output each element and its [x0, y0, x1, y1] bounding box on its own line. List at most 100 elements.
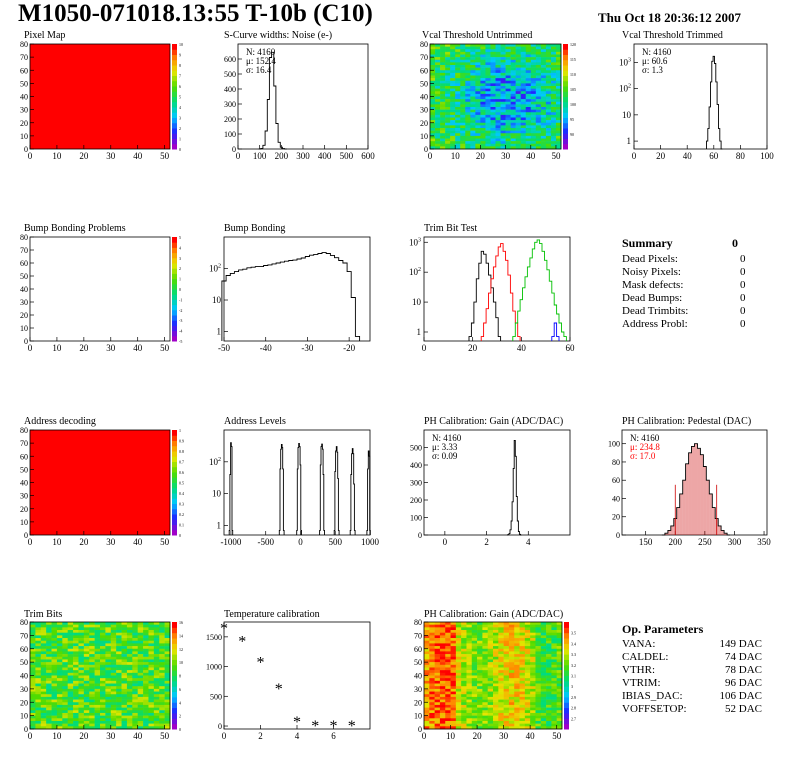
heatmap-cell — [498, 627, 504, 631]
heatmap-cell — [530, 122, 537, 126]
heatmap-cell — [445, 720, 451, 724]
heatmap-cell — [137, 643, 144, 647]
color-scale-label: 2 — [179, 266, 181, 271]
heatmap-cell — [30, 720, 36, 724]
heatmap-cell — [508, 683, 515, 687]
heatmap-cell — [455, 646, 462, 650]
heatmap-cell — [89, 691, 95, 695]
heatmap-cell — [555, 57, 562, 61]
heatmap-cell — [445, 651, 451, 655]
heatmap-cell — [445, 726, 451, 730]
heatmap-cell — [450, 128, 456, 131]
heatmap-cell — [470, 44, 476, 47]
heatmap-cell — [450, 44, 456, 47]
heatmap-cell — [556, 640, 563, 644]
heatmap-cell — [460, 59, 466, 63]
heatmap-cell — [455, 694, 462, 698]
heatmap-cell — [524, 624, 531, 628]
heatmap-cell — [466, 643, 473, 647]
x-tick-label: 30 — [106, 731, 116, 741]
heatmap-cell — [137, 712, 144, 716]
heatmap-cell — [83, 718, 90, 722]
heatmap-cell — [498, 710, 504, 714]
heatmap-cell — [164, 720, 171, 724]
heatmap-cell — [500, 104, 506, 108]
heatmap-cell — [551, 664, 557, 668]
heatmap-cell — [485, 104, 491, 108]
color-scale-label: 4 — [179, 105, 181, 110]
heatmap-cell — [116, 651, 122, 655]
heatmap-cell — [545, 112, 552, 116]
heatmap-cell — [530, 632, 536, 636]
heatmap-cell — [546, 699, 552, 703]
heatmap-cell — [153, 694, 160, 698]
heatmap-cell — [121, 723, 128, 727]
heatmap-cell — [525, 46, 532, 50]
color-scale-label: 3.5 — [571, 631, 576, 636]
heatmap-cell — [429, 712, 435, 716]
heatmap-cell — [450, 49, 456, 53]
heatmap-cell — [524, 632, 531, 636]
heatmap-cell — [493, 632, 499, 636]
heatmap-cell — [132, 707, 138, 711]
heatmap-cell — [487, 683, 494, 687]
heatmap-cell — [116, 710, 122, 714]
heatmap-cell — [500, 101, 506, 105]
heatmap-cell — [110, 726, 117, 730]
heatmap-cell — [94, 715, 101, 719]
heatmap-cell — [424, 627, 430, 631]
heatmap-cell — [435, 44, 441, 47]
heatmap-cell — [440, 88, 446, 92]
heatmap-cell — [524, 686, 531, 690]
heatmap-cell — [126, 712, 133, 716]
heatmap-cell — [30, 667, 36, 671]
heatmap-cell — [46, 622, 52, 625]
heatmap-cell — [56, 726, 63, 730]
heatmap-cell — [498, 675, 504, 679]
heatmap-cell — [56, 664, 63, 668]
heatmap-cell — [440, 78, 446, 82]
heatmap-cell — [143, 632, 149, 636]
heatmap-cell — [490, 112, 496, 116]
heatmap-cell — [455, 141, 461, 145]
heatmap-cell — [40, 678, 47, 682]
heatmap-cell — [466, 651, 473, 655]
heatmap-cell — [460, 101, 466, 105]
heatmap-cell — [30, 675, 36, 679]
heatmap-cell — [500, 57, 506, 61]
heatmap-cell — [46, 712, 52, 716]
heatmap-cell — [485, 133, 491, 137]
heatmap-cell — [434, 694, 441, 698]
heatmap-cell — [445, 662, 451, 666]
heatmap-cell — [505, 91, 511, 95]
heatmap-cell — [550, 112, 557, 116]
heatmap-cell — [73, 715, 79, 719]
color-scale-step — [563, 128, 568, 134]
heatmap-cell — [455, 80, 461, 84]
x-tick-label: 0 — [298, 537, 303, 547]
heatmap-cell — [164, 638, 171, 642]
heatmap-cell — [83, 723, 90, 727]
heatmap-cell — [430, 51, 436, 55]
x-tick-label: 0 — [222, 731, 227, 741]
heatmap-cell — [535, 109, 542, 113]
heatmap-cell — [485, 86, 491, 89]
heatmap-cell — [126, 662, 133, 666]
heatmap-cell — [121, 691, 128, 695]
heatmap-cell — [498, 632, 504, 636]
heatmap-cell — [455, 638, 462, 642]
heatmap-cell — [498, 720, 504, 724]
y-tick-exponent: 3 — [418, 237, 421, 243]
heatmap-cell — [132, 664, 138, 668]
heatmap-cell — [465, 135, 471, 139]
x-tick-label: -50 — [218, 343, 230, 353]
heatmap-cell — [445, 688, 451, 692]
heatmap-cell — [505, 143, 511, 147]
heatmap-cell — [445, 114, 451, 118]
heatmap-cell — [540, 638, 547, 642]
heatmap-cell — [555, 99, 562, 103]
heatmap-cell — [148, 643, 155, 647]
heatmap-cell — [510, 135, 516, 139]
heatmap-cell — [514, 654, 520, 658]
heatmap-cell — [500, 96, 506, 100]
